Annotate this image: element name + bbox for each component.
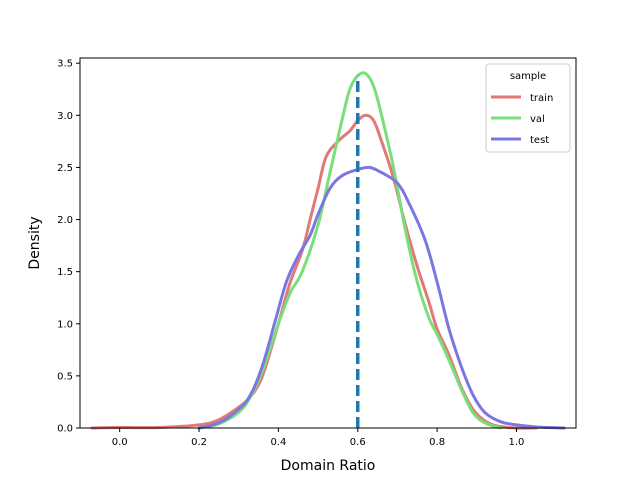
series-line-test: [197, 165, 566, 430]
x-tick-label: 0.6: [350, 437, 366, 448]
x-tick-label: 0.4: [270, 437, 286, 448]
y-tick-label: 1.5: [57, 267, 73, 278]
x-axis: 0.0 0.2 0.4 0.6 0.8 1.0: [112, 428, 525, 448]
x-tick-label: 0.8: [429, 437, 445, 448]
y-tick-label: 2.0: [57, 215, 73, 226]
y-tick-label: 3.0: [57, 111, 73, 122]
plot-lines: [90, 71, 566, 430]
legend-label-val: val: [530, 114, 545, 125]
legend-label-test: test: [530, 135, 549, 146]
legend-title: sample: [510, 71, 546, 82]
legend-label-train: train: [530, 93, 553, 104]
y-tick-label: 2.5: [57, 163, 73, 174]
y-tick-label: 3.5: [57, 59, 73, 70]
y-tick-label: 1.0: [57, 319, 73, 330]
x-tick-label: 0.0: [112, 437, 128, 448]
y-axis: 0.0 0.5 1.0 1.5 2.0 2.5 3.0 3.5: [57, 59, 80, 435]
x-tick-label: 1.0: [509, 437, 525, 448]
series-line-train: [90, 113, 538, 430]
y-tick-label: 0.5: [57, 371, 73, 382]
series-line-val: [197, 71, 503, 430]
legend: sample train val test: [485, 63, 571, 153]
y-tick-label: 0.0: [57, 424, 73, 435]
plot-area-frame: [79, 57, 577, 429]
x-axis-label: Domain Ratio: [281, 458, 376, 474]
legend-items: train val test: [491, 93, 553, 146]
y-axis-label: Density: [27, 216, 43, 269]
legend-box: [485, 63, 571, 153]
x-tick-label: 0.2: [191, 437, 207, 448]
